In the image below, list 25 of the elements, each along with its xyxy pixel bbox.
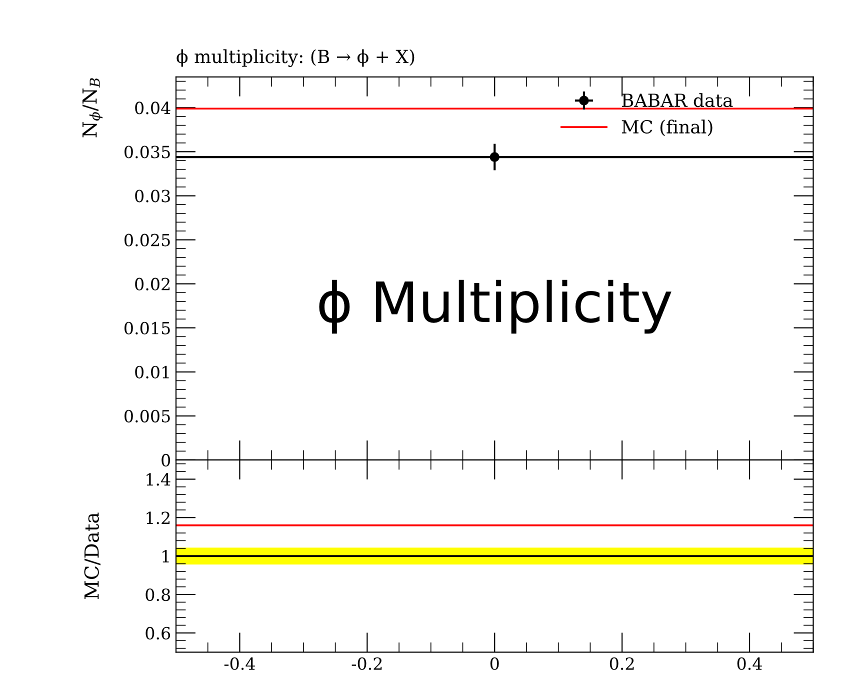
- x-tick-label: 0.2: [610, 657, 634, 670]
- y-tick-label: 0: [162, 454, 170, 467]
- y-tick-label: 0.04: [135, 102, 170, 114]
- y-tick-label: 1.2: [146, 512, 170, 524]
- y-tick-label: 0.015: [124, 322, 170, 334]
- legend-label: MC (final): [622, 120, 712, 136]
- y-axis-title: MC/Data: [84, 512, 100, 600]
- y-tick-label: 0.01: [135, 366, 169, 378]
- chart-title: ϕ multiplicity: (B → ϕ + X): [176, 49, 414, 68]
- y-tick-label: 0.02: [135, 278, 170, 290]
- y-tick-label: 0.005: [124, 410, 170, 422]
- y-tick-label: 0.025: [124, 234, 170, 246]
- legend-label: BABAR data: [622, 93, 733, 108]
- x-tick-label: 0: [490, 657, 499, 670]
- annotation: ϕ Multiplicity: [319, 280, 672, 334]
- x-tick-label: -0.4: [224, 657, 255, 670]
- y-tick-label: 0.8: [146, 588, 170, 602]
- y-tick-label: 1: [162, 550, 169, 562]
- x-tick-label: 0.4: [737, 657, 762, 670]
- y-tick-label: 0.6: [146, 626, 170, 640]
- x-tick-label: -0.2: [352, 657, 382, 670]
- y-axis-title: N$_{ϕ}$/N$_{B}$: [82, 78, 103, 138]
- y-tick-label: 1.4: [146, 473, 170, 486]
- y-tick-label: 0.03: [135, 190, 170, 202]
- y-tick-label: 0.035: [124, 146, 170, 158]
